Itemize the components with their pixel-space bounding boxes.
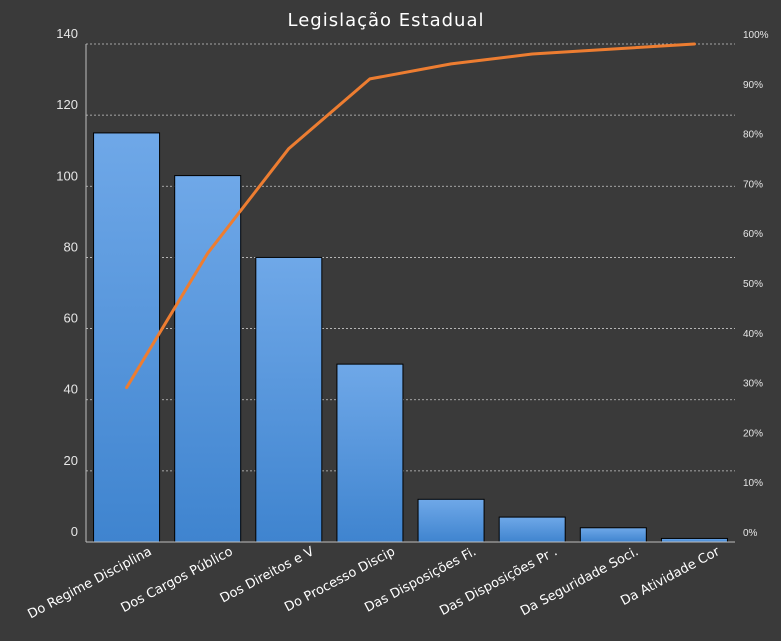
bar: [417, 498, 485, 543]
bar: [255, 256, 323, 543]
left-tick-label: 40: [64, 382, 78, 397]
bar: [660, 537, 728, 543]
left-tick-label: 100: [56, 168, 78, 183]
right-tick-label: 70%: [743, 179, 763, 190]
chart-title: Legislação Estadual: [288, 10, 485, 31]
right-tick-label: 50%: [743, 279, 763, 290]
cumulative-line: [125, 42, 696, 390]
bars: [93, 132, 728, 543]
left-tick-label: 120: [56, 97, 78, 112]
bar: [174, 175, 242, 543]
bar: [579, 527, 647, 543]
right-tick-label: 80%: [743, 130, 763, 141]
bar: [336, 363, 404, 543]
right-tick-label: 20%: [743, 428, 763, 439]
right-tick-label: 60%: [743, 229, 763, 240]
cumulative-line-layer: [125, 42, 696, 390]
left-tick-label: 140: [56, 26, 78, 41]
left-tick-label: 0: [71, 524, 78, 539]
left-tick-label: 80: [64, 239, 78, 254]
bar: [498, 516, 566, 543]
right-tick-label: 30%: [743, 379, 763, 390]
right-tick-label: 40%: [743, 329, 763, 340]
right-tick-label: 10%: [743, 478, 763, 489]
right-tick-label: 100%: [743, 30, 769, 41]
left-tick-label: 60: [64, 311, 78, 326]
right-tick-label: 90%: [743, 80, 763, 91]
right-axis-ticks: 0% 10% 20% 30% 40% 50% 60% 70% 80% 90% 100%: [743, 30, 769, 539]
left-axis-ticks: 0 20 40 60 80 100 120 140: [56, 26, 78, 539]
left-tick-label: 20: [64, 453, 78, 468]
bar: [93, 132, 161, 543]
right-tick-label: 0%: [743, 528, 758, 539]
